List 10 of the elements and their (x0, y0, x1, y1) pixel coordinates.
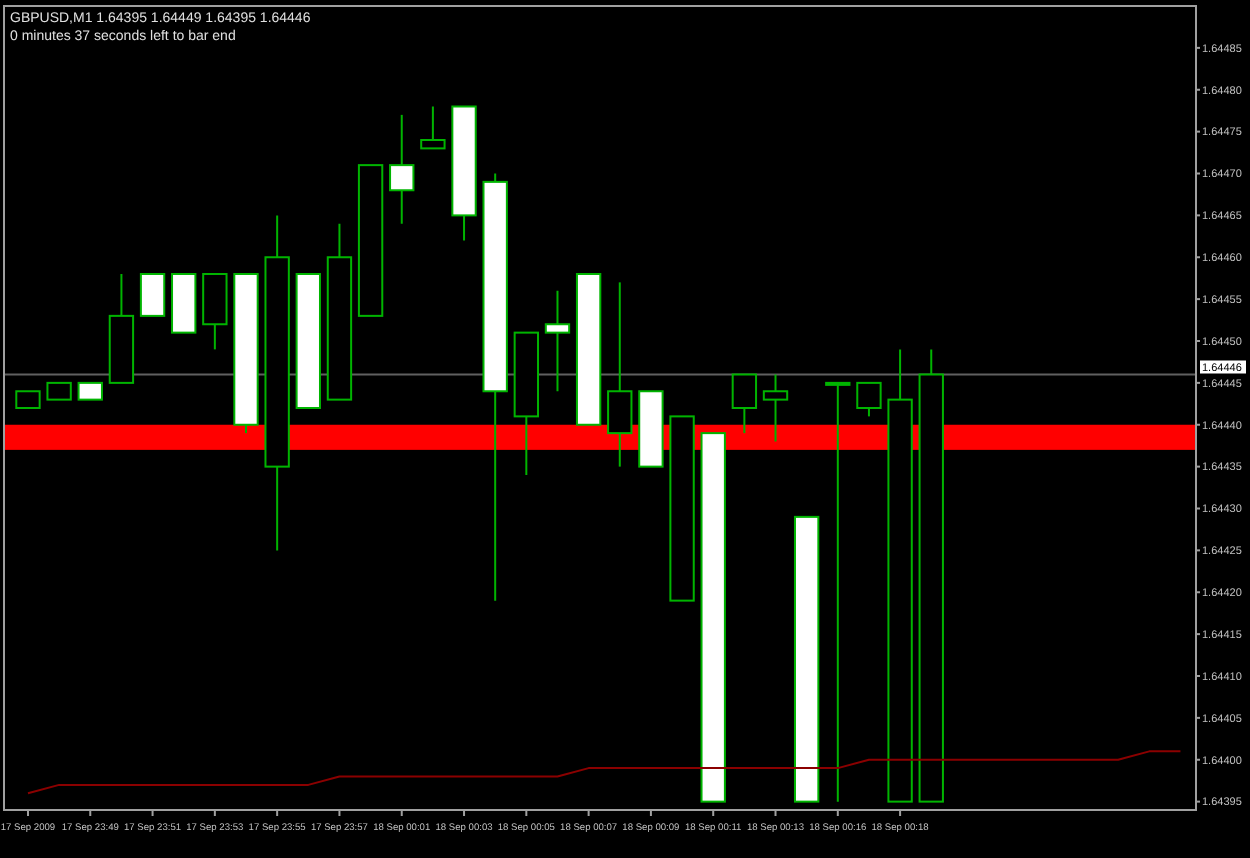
line-series (26, 750, 1182, 795)
candlestick (544, 289, 571, 393)
candlestick (420, 105, 446, 150)
candlestick (607, 281, 633, 468)
candlestick (139, 273, 166, 317)
candlestick (856, 381, 882, 418)
candlestick (825, 381, 851, 803)
candlestick (389, 113, 415, 225)
candlestick (731, 373, 758, 435)
candlestick (762, 373, 789, 443)
